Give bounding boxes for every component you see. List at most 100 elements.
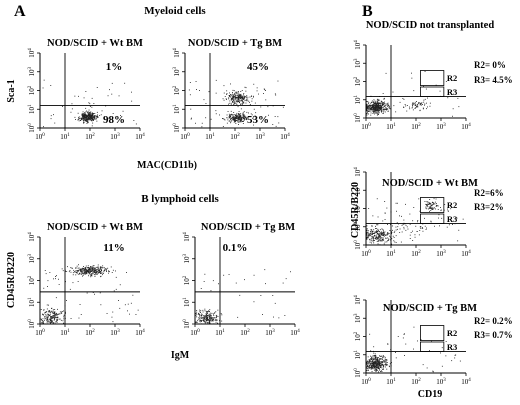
event-dot (382, 238, 384, 240)
event-dot (381, 105, 382, 107)
gate-stat: R3=2% (474, 202, 504, 212)
event-dot (212, 320, 214, 322)
event-dot (452, 224, 453, 225)
event-dot (79, 116, 81, 118)
event-dot (380, 240, 382, 242)
event-dot (208, 317, 210, 319)
event-dot (420, 226, 422, 228)
event-dot (47, 318, 48, 320)
event-dot (198, 312, 199, 314)
event-dot (372, 215, 374, 217)
event-dot (422, 230, 424, 232)
event-dot (275, 125, 277, 127)
event-dot (399, 215, 400, 217)
event-dot (210, 312, 212, 314)
event-dot (94, 276, 96, 277)
gate-stat: R2=6% (474, 188, 504, 198)
event-dot (86, 270, 88, 271)
event-dot (372, 360, 374, 362)
event-dot (56, 313, 57, 314)
event-dot (201, 316, 203, 318)
event-dot (378, 229, 379, 231)
event-dot (375, 106, 376, 108)
event-dot (376, 231, 378, 233)
event-dot (89, 115, 91, 117)
event-dot (84, 271, 86, 273)
event-dot (373, 364, 375, 366)
event-dot (371, 101, 372, 103)
event-dot (52, 322, 54, 324)
event-dot (382, 364, 384, 365)
x-tick-label: 104 (135, 133, 145, 141)
x-tick-label: 104 (135, 329, 145, 337)
event-dot (228, 97, 230, 99)
event-dot (411, 72, 412, 74)
event-dot (204, 315, 206, 317)
event-dot (82, 275, 83, 277)
event-dot (424, 98, 426, 100)
event-dot (419, 102, 421, 104)
event-dot (375, 108, 377, 110)
event-dot (368, 363, 370, 365)
event-dot (373, 108, 374, 110)
event-dot (413, 104, 415, 106)
event-dot (230, 94, 231, 95)
event-dot (81, 114, 83, 116)
event-dot (240, 95, 242, 97)
event-dot (376, 111, 378, 113)
event-dot (377, 110, 379, 112)
event-dot (96, 271, 97, 272)
event-dot (86, 115, 88, 117)
event-dot (375, 358, 377, 360)
event-dot (438, 217, 439, 219)
event-dot (248, 112, 249, 114)
event-dot (96, 273, 97, 275)
gate-stat: R2= 0% (474, 60, 506, 70)
event-dot (82, 119, 84, 121)
event-dot (215, 311, 217, 313)
event-dot (236, 101, 238, 103)
event-dot (90, 113, 92, 115)
event-dot (402, 223, 404, 225)
event-dot (240, 114, 242, 116)
event-dot (235, 96, 237, 98)
event-dot (235, 282, 237, 284)
event-dot (85, 270, 87, 272)
event-dot (236, 114, 238, 116)
event-dot (426, 102, 427, 104)
event-dot (243, 121, 244, 122)
event-dot (238, 114, 239, 115)
event-dot (370, 355, 371, 357)
event-dot (418, 234, 420, 236)
event-dot (243, 111, 245, 113)
event-dot (383, 112, 384, 114)
event-dot (254, 102, 256, 104)
event-dot (401, 231, 403, 233)
event-dot (426, 204, 427, 206)
event-dot (378, 371, 379, 373)
event-dot (382, 240, 384, 241)
event-dot (222, 118, 223, 119)
event-dot (197, 319, 199, 321)
event-dot (196, 89, 197, 90)
event-dot (427, 204, 429, 205)
event-dot (369, 366, 371, 368)
event-dot (231, 95, 233, 97)
event-dot (52, 309, 54, 311)
event-dot (90, 268, 92, 270)
event-dot (426, 208, 428, 210)
event-dot (389, 106, 390, 108)
event-dot (234, 98, 236, 100)
event-dot (235, 115, 237, 117)
event-dot (228, 103, 229, 105)
event-dot (247, 98, 249, 100)
event-dot (393, 240, 395, 242)
event-dot (379, 232, 381, 234)
gate-r3 (420, 213, 445, 224)
event-dot (251, 95, 252, 97)
event-dot (44, 312, 46, 314)
event-dot (377, 366, 379, 367)
event-dot (370, 105, 372, 107)
event-dot (374, 367, 376, 369)
event-dot (242, 96, 244, 98)
